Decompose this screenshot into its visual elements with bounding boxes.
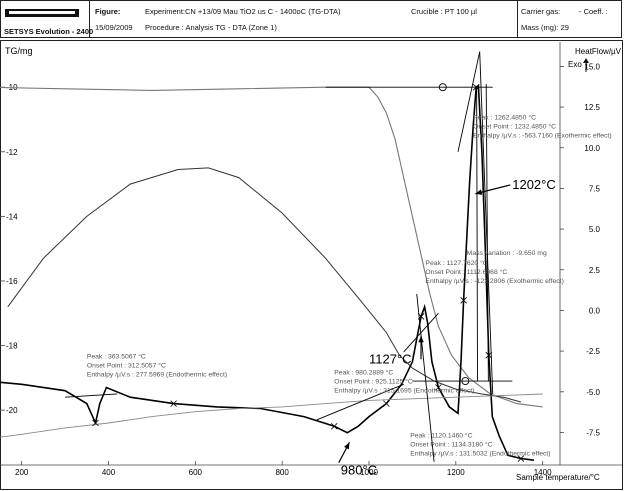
y-right-tick-label: 10.0 [584,144,600,153]
y-left-tick-label: -14 [6,212,18,221]
callout-arrowhead-icon [475,189,483,195]
annotation-line: Peak : 1127.7620 °C [425,259,487,267]
baseline-line [65,393,118,398]
y-right-tick-label: -2.5 [586,347,600,356]
mass-value: Mass (mg): 29 [521,23,569,32]
date-value: 15/09/2009 [95,23,133,32]
series-line-4 [0,393,543,438]
callout-arrowhead-icon [344,442,350,450]
annotation-line: Enthalpy /µV.s : 277.5969 (Endothermic e… [87,371,227,378]
series-line-2 [7,167,522,403]
procedure-value: Procedure : Analysis TG - DTA (Zone 1) [145,23,277,32]
gas-cell: Carrier gas: - Coeff. : Mass (mg): 29 [517,1,621,37]
outer-border [0,40,623,490]
x-axis-label: Sample temperature/°C [516,473,600,482]
y-left-tick-label: -12 [6,148,18,157]
plot-frame [0,40,623,490]
annotation-line: Onset Point : 925.1125 °C [334,378,413,386]
data-point-marker [517,455,525,462]
callout-arrowhead-icon [418,335,424,343]
experiment-value: Experiment:CN +13/09 Mau TiO2 us C - 140… [145,7,341,16]
annotation-line: Enthalpy /µV.s : -563.7160 (Exothermic e… [473,132,611,139]
annotation-line: Peak : 1120.1460 °C [410,432,472,440]
annotation-line: Enthalpy /µV.s : -123.2806 (Exothermic e… [425,278,563,285]
y-left-axis-label: TG/mg [5,46,33,56]
baseline-line [316,383,404,421]
temperature-callout: 980°C [338,442,377,478]
y-right-axis-label: HeatFlow/µV [575,47,622,56]
annotation-line: Enthalpy /µV.s : 131.5032 (Endothermic e… [410,451,550,458]
setaram-logo-stripe [9,11,75,14]
logo-cell: SETSYS Evolution - 2400 [1,1,94,37]
experiment-cell: Figure: 15/09/2009 Experiment:CN +13/09 … [89,1,518,37]
data-point-marker [435,384,442,391]
annotation-line: Mass variation : -9.650 mg [467,250,547,257]
temperature-callout: 1127°C [369,335,424,366]
product-name: SETSYS Evolution - 2400 [4,27,94,36]
figure-label: Figure: [95,7,121,16]
annotation-line: Onset Point : 1134.3180 °C [410,441,492,449]
x-tick-label: 200 [15,468,29,477]
y-left-tick-label: -16 [6,277,18,286]
data-point-marker [330,422,338,430]
data-point-marker [383,400,390,407]
coeff-label: - Coeff. : [579,7,608,16]
series-line-1 [0,86,543,408]
x-tick-label: 1400 [534,468,552,477]
annotation-line: Peak : 980.2889 °C [334,369,393,377]
y-right-tick-label: 2.5 [589,266,601,275]
annotation-line: Onset Point : 1112.6068 °C [425,268,507,276]
temperature-callouts: 1202°C 1127°C 980°C [338,177,556,478]
callout-label: 1202°C [512,177,556,192]
baseline-line [457,51,481,152]
data-point-marker [170,400,177,407]
baseline-line [416,293,435,462]
y-right-tick-label: 5.0 [589,225,601,234]
annotation-line: Enthalpy /µV.s : 315.1695 (Endothermic e… [334,388,474,395]
baseline-line [485,83,489,382]
callout-label: 1127°C [369,351,412,366]
baseline-line [476,87,478,382]
baseline-anchor-circle [438,83,447,92]
y-right-tick-label: 0.0 [589,306,601,315]
crucible-value: Crucible : PT 100 µl [411,7,477,16]
baseline-construction-lines [65,51,513,462]
peak-annotation: Mass variation : -9.650 mg [467,250,547,257]
baseline-anchor-circle [461,377,470,385]
annotation-line: Onset Point : 312.5057 °C [87,361,166,369]
series-line-3 [0,84,535,461]
annotation-line: Onset Point : 1232.4850 °C [473,122,556,130]
data-point-marker [460,297,467,304]
y-left-tick-label: -20 [6,406,18,415]
tg-dta-chart: 200 400 600 800 1000 1200 1400-10-12-14-16-18-… [0,40,623,490]
carrier-gas-label: Carrier gas: [521,7,561,16]
x-tick-label: 600 [189,468,203,477]
header-panel: SETSYS Evolution - 2400 Figure: 15/09/20… [0,0,622,38]
y-right-tick-label: 7.5 [589,184,601,193]
series-layer [0,83,543,462]
baseline-line [479,51,494,394]
x-tick-label: 400 [102,468,116,477]
y-right-tick-label: 12.5 [584,103,600,112]
y-right-tick-label: 15.0 [584,62,600,71]
annotation-line: Peak : 363.5067 °C [87,352,146,360]
temperature-callout: 1202°C [475,177,556,195]
x-tick-label: 800 [275,468,289,477]
callout-label: 980°C [341,463,377,478]
y-right-tick-label: -5.0 [586,388,600,397]
annotation-line: Peak : 1262.4850 °C [473,113,536,121]
x-tick-label: 1000 [360,468,378,477]
x-tick-label: 1200 [447,468,465,477]
y-left-tick-label: -18 [6,342,18,351]
exo-arrow-icon [583,58,589,72]
exo-label: Exo [568,60,582,69]
data-point-marker [92,419,99,427]
y-right-tick-label: -7.5 [586,428,600,437]
